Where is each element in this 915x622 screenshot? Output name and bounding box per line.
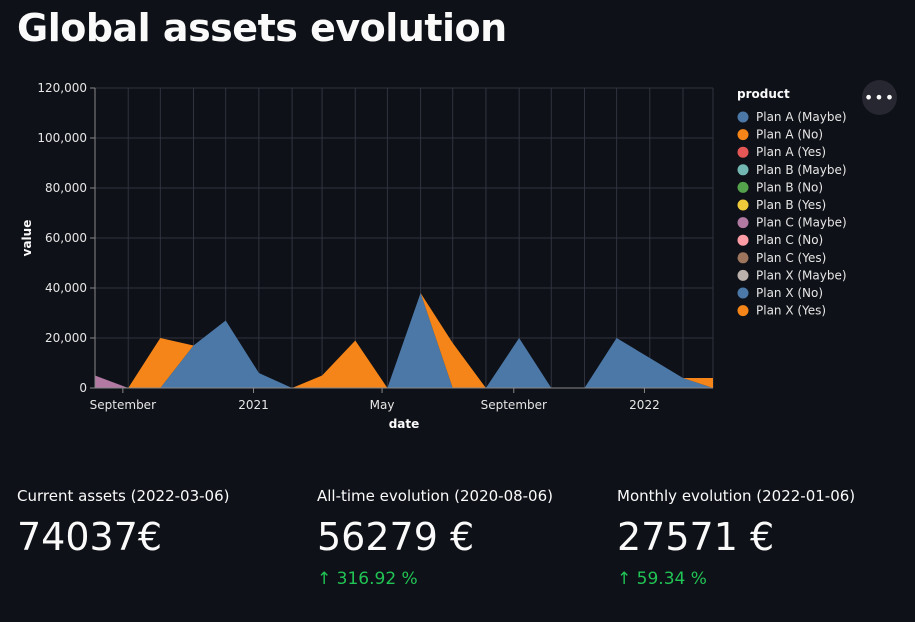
- metric-delta: ↑ 316.92 %: [317, 569, 607, 589]
- legend-swatch: [737, 252, 749, 264]
- legend-item-label: Plan A (Maybe): [756, 110, 847, 124]
- metric-label: Current assets (2022-03-06): [17, 487, 230, 505]
- y-tick-label: 100,000: [37, 131, 87, 145]
- ellipsis-icon: •••: [863, 88, 896, 107]
- legend-swatch: [737, 234, 749, 246]
- y-tick-label: 0: [79, 381, 87, 395]
- legend-item-label: Plan X (No): [756, 286, 823, 300]
- y-tick-label: 40,000: [45, 281, 87, 295]
- y-tick-label: 80,000: [45, 181, 87, 195]
- legend-swatch: [737, 146, 749, 158]
- stacked-area-chart[interactable]: 0 20,000 40,000 60,000 80,000 100,000 120,000 S…: [0, 70, 915, 440]
- x-axis-title: date: [389, 417, 420, 431]
- area-plan-a-no-: [95, 293, 713, 388]
- legend-item-label: Plan C (Yes): [756, 251, 826, 265]
- x-tick-label: 2022: [629, 398, 660, 412]
- legend-swatch: [737, 199, 749, 211]
- metric-label: Monthly evolution (2022-01-06): [617, 487, 856, 505]
- legend-swatch: [737, 269, 749, 281]
- chart-menu-button[interactable]: •••: [862, 80, 897, 115]
- y-tick-label: 120,000: [37, 81, 87, 95]
- metric-label: All-time evolution (2020-08-06): [317, 487, 554, 505]
- legend-swatch: [737, 129, 749, 141]
- y-axis-title: value: [20, 220, 34, 257]
- legend-swatch: [737, 305, 749, 317]
- y-tick-label: 20,000: [45, 331, 87, 345]
- legend-item-label: Plan C (Maybe): [756, 216, 847, 230]
- metric-value: 27571 €: [617, 515, 775, 559]
- x-tick-label: 2021: [238, 398, 269, 412]
- legend-item-label: Plan A (Yes): [756, 145, 826, 159]
- legend-item-label: Plan B (Yes): [756, 198, 826, 212]
- legend-swatch: [737, 111, 749, 123]
- legend-item-label: Plan A (No): [756, 128, 823, 142]
- arrow-up-icon: ↑: [317, 569, 332, 589]
- x-tick-label: May: [370, 398, 395, 412]
- legend-swatch: [737, 287, 749, 299]
- metric-current-assets: Current assets (2022-03-06) 74037€: [17, 487, 307, 559]
- metric-all-time-evolution: All-time evolution (2020-08-06) 56279 € …: [317, 487, 607, 589]
- legend-swatch: [737, 181, 749, 193]
- metric-monthly-evolution: Monthly evolution (2022-01-06) 27571 € ↑…: [617, 487, 907, 589]
- legend-item-label: Plan B (Maybe): [756, 163, 847, 177]
- chart-svg[interactable]: 0 20,000 40,000 60,000 80,000 100,000 120,000 S…: [0, 70, 915, 440]
- metric-delta: ↑ 59.34 %: [617, 569, 907, 589]
- legend-swatch: [737, 164, 749, 176]
- metric-delta-value: 316.92 %: [336, 569, 418, 589]
- metric-value: 74037€: [17, 515, 163, 559]
- legend-item-label: Plan X (Maybe): [756, 268, 847, 282]
- legend-item-label: Plan C (No): [756, 233, 823, 247]
- area-plan-a-maybe-: [95, 293, 713, 388]
- x-tick-label: September: [481, 398, 547, 412]
- legend-item-label: Plan B (No): [756, 180, 823, 194]
- legend-swatch: [737, 217, 749, 229]
- metric-delta-value: 59.34 %: [636, 569, 707, 589]
- legend-title: product: [737, 87, 790, 101]
- y-tick-label: 60,000: [45, 231, 87, 245]
- page-title: Global assets evolution: [17, 6, 507, 50]
- x-tick-label: September: [90, 398, 156, 412]
- legend-item-label: Plan X (Yes): [756, 304, 826, 318]
- arrow-up-icon: ↑: [617, 569, 632, 589]
- metric-value: 56279 €: [317, 515, 475, 559]
